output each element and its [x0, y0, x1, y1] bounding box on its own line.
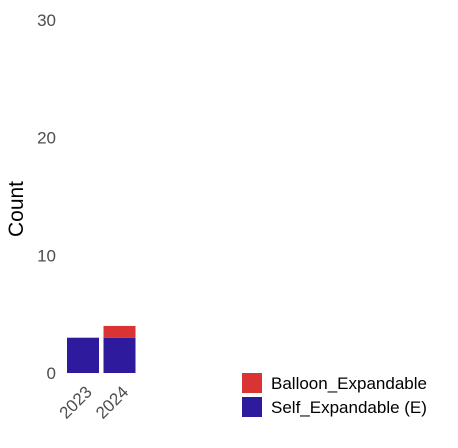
y-axis-ticks: 0 10 20 30 — [37, 11, 56, 383]
y-axis-title: Count — [5, 181, 28, 237]
legend-label-1: Self_Expandable (E) — [271, 398, 427, 417]
bar-2024-series-0 — [103, 337, 136, 373]
y-tick-label-30: 30 — [37, 11, 56, 30]
legend-swatch-1 — [242, 397, 262, 417]
bars — [67, 325, 136, 373]
bar-2023-series-0 — [67, 337, 99, 373]
legend: Balloon_Expandable Self_Expandable (E) — [242, 373, 427, 417]
bar-2024-series-1 — [103, 325, 136, 338]
legend-swatch-0 — [242, 373, 262, 393]
y-tick-label-20: 20 — [37, 129, 56, 148]
x-tick-label-2024: 2024 — [92, 382, 132, 422]
x-tick-label-2023: 2023 — [56, 382, 96, 422]
y-tick-label-0: 0 — [47, 364, 56, 383]
y-tick-label-10: 10 — [37, 246, 56, 265]
legend-label-0: Balloon_Expandable — [271, 374, 427, 393]
